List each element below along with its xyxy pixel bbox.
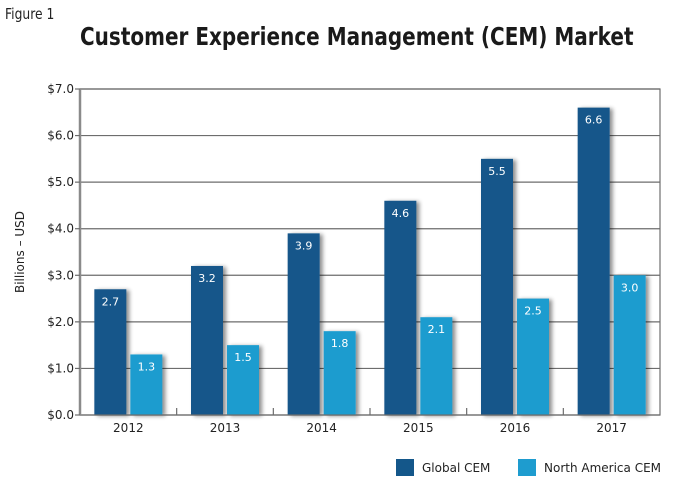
plot-frame — [78, 88, 661, 416]
bars: 2.7 1.3 3.2 1.5 3.9 1.8 4.6 2.1 5.5 2.5 6.6 3.0 — [94, 107, 646, 415]
x-tick-label: 2012 — [113, 421, 144, 435]
legend-label: Global CEM — [422, 461, 490, 475]
bar-value-label: 1.8 — [331, 337, 349, 350]
bar-value-label: 5.5 — [488, 165, 506, 178]
legend-swatch — [518, 459, 536, 476]
y-tick-label: $1.0 — [47, 361, 74, 375]
bar-value-label: 1.5 — [234, 351, 252, 364]
bar-value-label: 3.9 — [295, 239, 313, 252]
bar-global-cem — [287, 233, 320, 415]
bar-value-label: 6.6 — [585, 114, 603, 127]
grid-lines — [80, 88, 660, 416]
y-tick-label: $6.0 — [47, 129, 74, 143]
y-axis-label: Billions – USD — [13, 211, 27, 293]
bar-north-america-cem — [420, 317, 453, 415]
bar-value-label: 3.2 — [198, 272, 216, 285]
bar-value-label: 4.6 — [392, 207, 410, 220]
legend: Global CEM North America CEM — [396, 459, 661, 476]
x-tick-label: 2013 — [210, 421, 241, 435]
plot-border — [79, 88, 661, 416]
bar-value-label: 1.3 — [138, 360, 156, 373]
y-tick-label: $4.0 — [47, 222, 74, 236]
bar-north-america-cem — [323, 331, 356, 415]
figure-label: Figure 1 — [5, 5, 55, 23]
y-tick-label: $2.0 — [47, 315, 74, 329]
bar-value-label: 2.5 — [524, 305, 542, 318]
y-axis-ticks: $0.0 $1.0 $2.0 $3.0 $4.0 $5.0 $6.0 $7.0 — [47, 82, 80, 422]
bar-north-america-cem — [227, 345, 259, 415]
bar-global-cem — [94, 289, 127, 415]
x-tick-label: 2015 — [403, 421, 434, 435]
bar-value-label: 3.0 — [621, 281, 639, 294]
bar-north-america-cem — [613, 275, 646, 415]
x-tick-label: 2014 — [306, 421, 337, 435]
bar-global-cem — [577, 107, 610, 415]
chart-title: Customer Experience Management (CEM) Mar… — [80, 22, 634, 51]
bar-north-america-cem — [130, 354, 163, 415]
bar-value-label: 2.1 — [428, 323, 446, 336]
x-tick-label: 2017 — [596, 421, 627, 435]
bar-global-cem — [384, 200, 417, 415]
y-tick-label: $3.0 — [47, 268, 74, 282]
bar-north-america-cem — [517, 298, 549, 415]
legend-label: North America CEM — [544, 461, 661, 475]
bar-global-cem — [191, 265, 223, 415]
legend-swatch — [396, 459, 414, 476]
x-axis-ticks: 2012 2013 2014 2015 2016 2017 — [113, 408, 627, 435]
bar-value-label: 2.7 — [102, 295, 120, 308]
y-tick-label: $0.0 — [47, 408, 74, 422]
y-tick-label: $5.0 — [47, 175, 74, 189]
bar-global-cem — [481, 158, 513, 415]
x-tick-label: 2016 — [500, 421, 531, 435]
y-tick-label: $7.0 — [47, 82, 74, 96]
